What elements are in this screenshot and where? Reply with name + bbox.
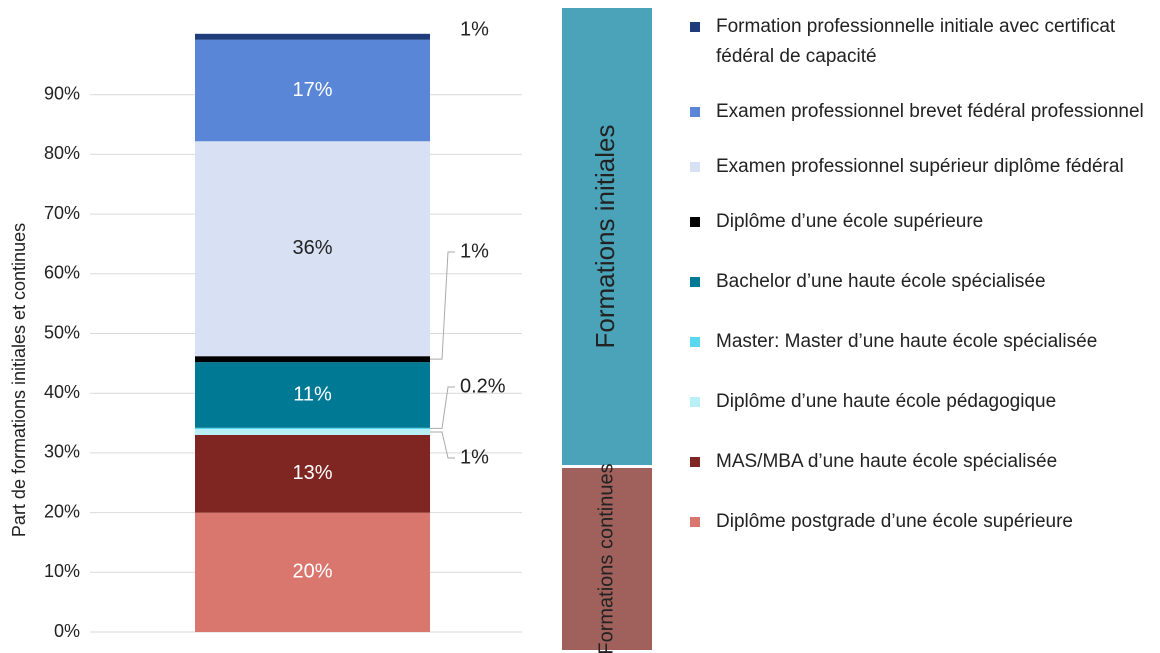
data-label: 13% — [292, 462, 332, 484]
y-tick-label: 10% — [44, 561, 80, 581]
y-tick-label: 50% — [44, 322, 80, 342]
data-label: 0.2% — [460, 375, 506, 397]
legend-item: Diplôme d’une haute école pédagogique — [690, 387, 1155, 417]
legend-item: Diplôme d’une école supérieure — [690, 207, 1155, 237]
legend-item: Examen professionnel supérieur diplôme f… — [690, 152, 1155, 182]
legend-item: Diplôme postgrade d’une école supérieure — [690, 507, 1155, 537]
legend-item: Master: Master d’une haute école spécial… — [690, 327, 1155, 357]
bar-segment — [195, 33, 430, 40]
legend-item: Bachelor d’une haute école spécialisée — [690, 267, 1155, 297]
y-tick-label: 80% — [44, 143, 80, 163]
legend-item: Formation professionnelle initiale avec … — [690, 12, 1155, 72]
data-label: 1% — [460, 18, 489, 40]
legend-item: MAS/MBA d’une haute école spécialisée — [690, 447, 1155, 477]
legend-label: Diplôme postgrade d’une école supérieure — [716, 511, 1074, 532]
group-label: Formations initiales — [590, 125, 620, 349]
legend-swatch — [690, 517, 700, 527]
legend-label: Diplôme d’une école supérieure — [716, 211, 984, 232]
legend-swatch — [690, 107, 700, 117]
legend-swatch — [690, 397, 700, 407]
legend-label: Examen professionnel brevet fédéral prof… — [716, 101, 1144, 122]
legend-swatch — [690, 162, 700, 172]
legend-label: Bachelor d’une haute école spécialisée — [716, 271, 1046, 292]
group-label: Formations continues — [595, 463, 617, 653]
bar-segment — [195, 39, 430, 142]
data-label: 11% — [293, 383, 332, 405]
y-tick-label: 70% — [44, 203, 80, 223]
legend-item: Examen professionnel brevet fédéral prof… — [690, 97, 1155, 127]
bar-segment — [195, 429, 430, 435]
y-tick-label: 60% — [44, 263, 80, 283]
y-tick-label: 40% — [44, 382, 80, 402]
leader-line — [430, 251, 455, 360]
legend-swatch — [690, 337, 700, 347]
bar-segment — [195, 362, 430, 428]
data-label: 17% — [292, 79, 332, 101]
legend-swatch — [690, 22, 700, 32]
group-band — [562, 8, 652, 465]
legend-label: Examen professionnel supérieur diplôme f… — [716, 156, 1124, 177]
legend-swatch — [690, 277, 700, 287]
bar-segment — [195, 356, 430, 363]
y-tick-label: 0% — [54, 621, 80, 641]
legend-label: Diplôme d’une haute école pédagogique — [716, 391, 1057, 412]
y-axis-label: Part de formations initiales et continue… — [9, 223, 29, 537]
data-label: 1% — [460, 446, 489, 468]
data-label: 36% — [292, 237, 332, 259]
data-label: 1% — [460, 240, 489, 262]
leader-line — [430, 386, 455, 429]
legend-swatch — [690, 457, 700, 467]
y-tick-label: 20% — [44, 501, 80, 521]
legend-swatch — [690, 217, 700, 227]
group-band — [562, 468, 652, 650]
bar-segment — [195, 141, 430, 357]
legend-label: Formation professionnelle initiale avec … — [716, 16, 1116, 67]
legend-label: Master: Master d’une haute école spécial… — [716, 331, 1098, 352]
bar-segment — [195, 434, 430, 513]
bar-segment — [195, 427, 430, 430]
legend: Formation professionnelle initiale avec … — [690, 12, 1155, 537]
y-tick-label: 90% — [44, 83, 80, 103]
legend-label: MAS/MBA d’une haute école spécialisée — [716, 451, 1058, 472]
data-label: 20% — [292, 561, 332, 583]
bar-segment — [195, 512, 430, 632]
y-tick-label: 30% — [44, 442, 80, 462]
leader-line — [430, 431, 455, 459]
